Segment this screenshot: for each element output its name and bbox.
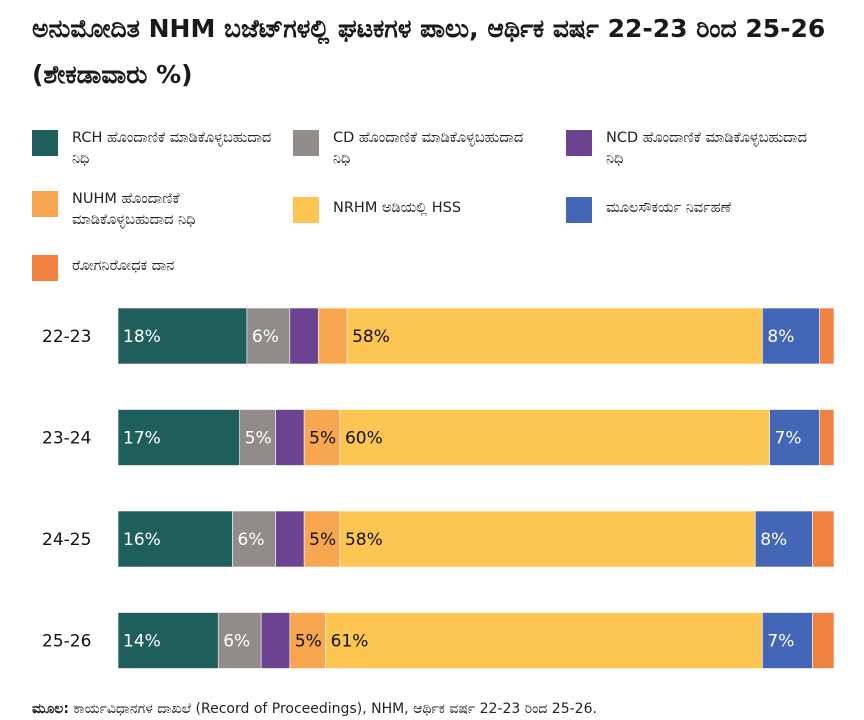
legend-label-immunization: ರೋಗನಿರೋಧಕ ದಾನ bbox=[72, 258, 175, 274]
bar-segment-22-23-s1 bbox=[246, 307, 291, 365]
bar-segment-22-23-s3 bbox=[318, 307, 348, 365]
legend-item-hss: NRHM ಅಡಿಯಲ್ಲಿ HSS bbox=[293, 195, 538, 223]
legend-label-infra: ಮೂಲಸೌಕರ್ಯ ನಿರ್ವಹಣೆ bbox=[606, 200, 732, 216]
legend-label-nuhm: NUHM ಹೊಂದಾಣಿಕೆ ಮಾಡಿಕೊಳ್ಳಬಹುದಾದ ನಿಧಿ bbox=[72, 191, 196, 228]
data-label-22-23-s4: 58% bbox=[352, 327, 390, 347]
legend-item-immunization: ರೋಗನಿರೋಧಕ ದಾನ bbox=[32, 253, 277, 281]
data-label-22-23-s5: 8% bbox=[767, 327, 794, 347]
bar-segment-22-23-s0 bbox=[117, 307, 248, 365]
data-label-23-24-s0: 17% bbox=[123, 429, 161, 449]
legend-swatch-hss bbox=[293, 197, 319, 223]
year-label-25-26: 25-26 bbox=[42, 632, 91, 652]
data-label-25-26-s3: 5% bbox=[295, 632, 322, 652]
legend-swatch-ncd bbox=[566, 130, 592, 156]
bar-segment-23-24-s0 bbox=[117, 409, 241, 466]
bar-segment-24-25-s5 bbox=[754, 510, 813, 568]
data-label-25-26-s5: 7% bbox=[767, 632, 794, 652]
bar-segment-25-26-s3 bbox=[289, 612, 326, 669]
bar-segment-25-26-s2 bbox=[260, 612, 291, 669]
data-label-23-24-s1: 5% bbox=[245, 429, 272, 449]
bar-segment-25-26-s4 bbox=[325, 612, 763, 669]
source-prefix: ಮೂಲ: bbox=[32, 701, 69, 717]
bar-segment-25-26-s5 bbox=[762, 612, 813, 669]
bar-segment-22-23-s4 bbox=[346, 307, 763, 365]
bar-segment-23-24-s3 bbox=[303, 409, 341, 466]
bar-segment-23-24-s6 bbox=[819, 409, 835, 466]
bar-segment-23-24-s5 bbox=[769, 409, 820, 466]
legend-label-rch: RCH ಹೊಂದಾಣಿಕೆ ಮಾಡಿಕೊಳ್ಳಬಹುದಾದ ನಿಧಿ bbox=[72, 130, 272, 167]
data-label-24-25-s4: 58% bbox=[345, 530, 383, 550]
legend-swatch-rch bbox=[32, 130, 58, 156]
legend-item-infra: ಮೂಲಸೌಕರ್ಯ ನಿರ್ವಹಣೆ bbox=[566, 195, 811, 223]
legend-swatch-nuhm bbox=[32, 191, 58, 217]
bar-segment-24-25-s6 bbox=[812, 510, 835, 568]
bar-segment-24-25-s3 bbox=[303, 510, 341, 568]
legend-label-cd: CD ಹೊಂದಾಣಿಕೆ ಮಾಡಿಕೊಳ್ಳಬಹುದಾದ ನಿಧಿ bbox=[333, 130, 524, 167]
data-label-23-24-s5: 7% bbox=[775, 429, 802, 449]
legend-label-hss: NRHM ಅಡಿಯಲ್ಲಿ HSS bbox=[333, 200, 462, 216]
bar-segment-24-25-s2 bbox=[275, 510, 305, 568]
legend-label-ncd: NCD ಹೊಂದಾಣಿಕೆ ಮಾಡಿಕೊಳ್ಳಬಹುದಾದ ನಿಧಿ bbox=[606, 130, 808, 167]
bar-segment-22-23-s6 bbox=[819, 307, 835, 365]
year-label-23-24: 23-24 bbox=[42, 429, 91, 449]
data-label-25-26-s4: 61% bbox=[331, 632, 369, 652]
bar-segment-23-24-s2 bbox=[275, 409, 305, 466]
source-note: ಮೂಲ: ಕಾರ್ಯವಿಧಾನಗಳ ದಾಖಲೆ (Record of Proce… bbox=[32, 699, 862, 719]
bar-segment-22-23-s5 bbox=[762, 307, 820, 365]
bar-segment-24-25-s0 bbox=[117, 510, 233, 568]
year-label-22-23: 22-23 bbox=[42, 327, 91, 347]
legend-item-ncd: NCD ಹೊಂದಾಣಿಕೆ ಮಾಡಿಕೊಳ್ಳಬಹುದಾದ ನಿಧಿ bbox=[566, 128, 811, 170]
chart-title: ಅನುಮೋದಿತ NHM ಬಜೆಟ್‌ಗಳಲ್ಲಿ ಘಟಕಗಳ ಪಾಲು, ಆರ… bbox=[32, 14, 826, 89]
data-label-24-25-s1: 6% bbox=[238, 530, 265, 550]
legend-item-rch: RCH ಹೊಂದಾಣಿಕೆ ಮಾಡಿಕೊಳ್ಳಬಹುದಾದ ನಿಧಿ bbox=[32, 128, 277, 170]
legend-swatch-cd bbox=[293, 130, 319, 156]
data-label-24-25-s5: 8% bbox=[760, 530, 787, 550]
legend-swatch-immunization bbox=[32, 255, 58, 281]
legend-swatch-infra bbox=[566, 197, 592, 223]
data-label-22-23-s0: 18% bbox=[123, 327, 161, 347]
data-label-25-26-s0: 14% bbox=[123, 632, 161, 652]
legend-item-cd: CD ಹೊಂದಾಣಿಕೆ ಮಾಡಿಕೊಳ್ಳಬಹುದಾದ ನಿಧಿ bbox=[293, 128, 538, 170]
bar-segment-25-26-s6 bbox=[812, 612, 835, 669]
data-label-24-25-s0: 16% bbox=[123, 530, 161, 550]
data-label-23-24-s4: 60% bbox=[345, 429, 383, 449]
stacked-bar-chart: 22-23 18% 6% 58% 8% 23-24 17% 5% 5% 60% 7% 24-25 16%… bbox=[42, 307, 835, 669]
bar-segment-22-23-s2 bbox=[289, 307, 319, 365]
data-label-25-26-s1: 6% bbox=[223, 632, 250, 652]
bar-segment-24-25-s1 bbox=[232, 510, 276, 568]
source-text: ಕಾರ್ಯವಿಧಾನಗಳ ದಾಖಲೆ (Record of Proceeding… bbox=[68, 701, 597, 717]
data-label-24-25-s3: 5% bbox=[309, 530, 336, 550]
bar-segment-24-25-s4 bbox=[339, 510, 756, 568]
data-label-23-24-s3: 5% bbox=[309, 429, 336, 449]
data-label-22-23-s1: 6% bbox=[252, 327, 279, 347]
bar-segment-23-24-s4 bbox=[339, 409, 770, 466]
bar-segment-25-26-s0 bbox=[117, 612, 219, 669]
legend-item-nuhm: NUHM ಹೊಂದಾಣಿಕೆ ಮಾಡಿಕೊಳ್ಳಬಹುದಾದ ನಿಧಿ bbox=[32, 189, 277, 231]
year-label-24-25: 24-25 bbox=[42, 530, 91, 550]
